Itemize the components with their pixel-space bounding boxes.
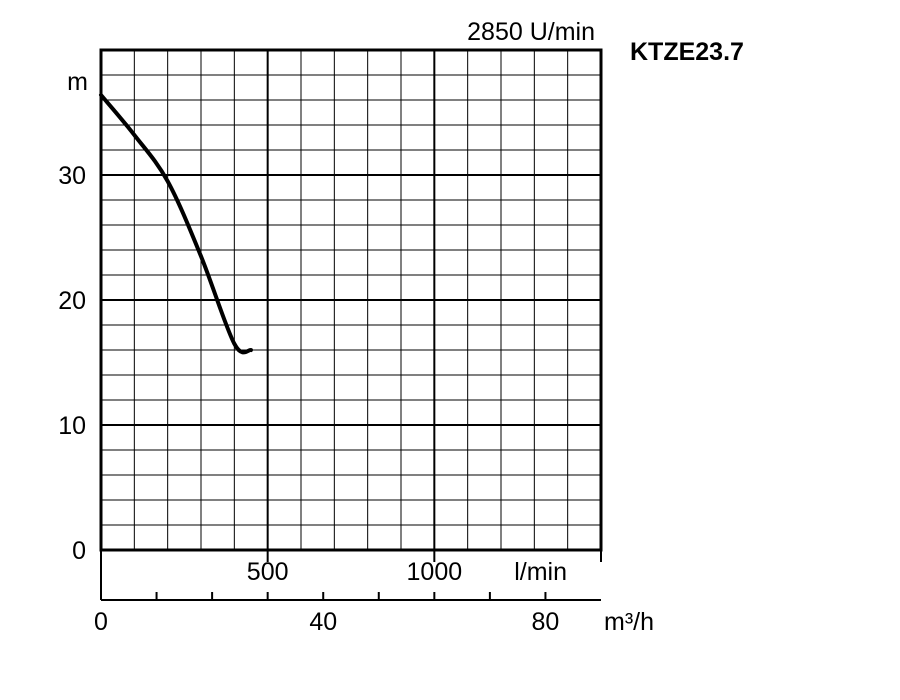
lower-axis — [100, 550, 602, 601]
model-label: KTZE23.7 — [630, 38, 744, 66]
y-tick-label: 30 — [58, 162, 86, 190]
plot-frame — [99, 48, 603, 552]
x-lmin-tick-label: 1000 — [407, 558, 463, 586]
pump-curve-line — [99, 93, 253, 355]
grid — [101, 50, 601, 550]
label-layer: 0 10 20 30 500 1000 0 40 80 — [58, 162, 559, 636]
x-m3h-tick-label: 80 — [532, 608, 560, 636]
y-tick-label: 0 — [72, 537, 86, 565]
x-m3h-tick-label: 0 — [94, 608, 108, 636]
y-axis-unit: m — [67, 68, 88, 96]
x-lmin-unit: l/min — [514, 558, 567, 586]
speed-label: 2850 U/min — [467, 18, 595, 46]
x-m3h-tick-label: 40 — [309, 608, 337, 636]
y-tick-label: 20 — [58, 287, 86, 315]
curve-layer — [99, 93, 253, 355]
x-m3h-unit: m³/h — [604, 608, 654, 636]
y-tick-label: 10 — [58, 412, 86, 440]
x-lmin-tick-label: 500 — [247, 558, 289, 586]
